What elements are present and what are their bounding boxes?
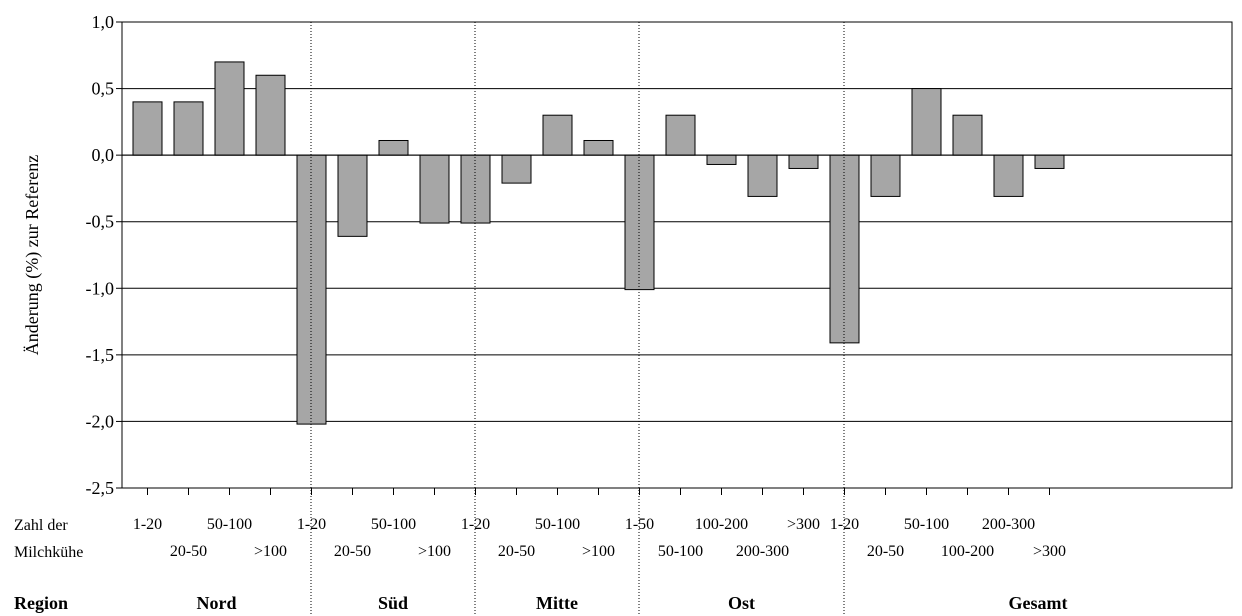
bar-nord-1 <box>132 101 163 156</box>
category-label: >300 <box>1033 543 1066 560</box>
y-tick-label: -0,5 <box>86 212 115 232</box>
bar-ost-2 <box>665 114 696 156</box>
plot-frame <box>121 21 1233 489</box>
bar-mitte-2 <box>501 154 532 184</box>
category-label: >100 <box>418 543 451 560</box>
category-label: 1-20 <box>297 516 326 533</box>
category-label: >300 <box>787 516 820 533</box>
region-label-mitte: Mitte <box>536 593 578 613</box>
bar-gesamt-4 <box>952 114 983 156</box>
bar-süd-4 <box>419 154 450 224</box>
category-label: 50-100 <box>658 543 703 560</box>
herd-size-row-label-line2: Milchkühe <box>14 544 83 561</box>
category-label: 1-20 <box>133 516 162 533</box>
bar-mitte-3 <box>542 114 573 156</box>
category-label: 1-50 <box>625 516 654 533</box>
y-axis-label: Änderung (%) zur Referenz <box>22 155 43 355</box>
category-label: 50-100 <box>371 516 416 533</box>
bar-gesamt-3 <box>911 88 942 156</box>
region-label-gesamt: Gesamt <box>1009 593 1068 613</box>
category-label: 50-100 <box>904 516 949 533</box>
y-tick-label: -2,5 <box>86 478 115 498</box>
bar-süd-3 <box>378 139 409 156</box>
category-label: 50-100 <box>535 516 580 533</box>
bar-nord-3 <box>214 61 245 156</box>
bar-gesamt-6 <box>1034 154 1065 169</box>
region-row-label: Region <box>14 593 68 613</box>
bar-mitte-4 <box>583 139 614 156</box>
y-tick-label: 0,5 <box>92 79 115 99</box>
category-label: >100 <box>582 543 615 560</box>
category-label: >100 <box>254 543 287 560</box>
category-label: 20-50 <box>867 543 904 560</box>
bar-nord-4 <box>255 74 286 156</box>
bar-ost-1 <box>624 154 655 291</box>
y-tick-label: 0,0 <box>92 145 115 165</box>
category-label: 20-50 <box>334 543 371 560</box>
category-label: 50-100 <box>207 516 252 533</box>
category-label: 200-300 <box>982 516 1035 533</box>
category-label: 1-20 <box>461 516 490 533</box>
bar-gesamt-2 <box>870 154 901 197</box>
y-tick-label: -2,0 <box>86 411 115 431</box>
category-label: 200-300 <box>736 543 789 560</box>
bar-ost-5 <box>788 154 819 169</box>
category-label: 1-20 <box>830 516 859 533</box>
y-tick-label: -1,0 <box>86 278 115 298</box>
bar-mitte-1 <box>460 154 491 224</box>
bar-ost-4 <box>747 154 778 197</box>
herd-size-row-label-line1: Zahl der <box>14 517 68 534</box>
bar-gesamt-5 <box>993 154 1024 197</box>
region-label-ost: Ost <box>728 593 755 613</box>
y-tick-label: 1,0 <box>92 12 115 32</box>
region-label-nord: Nord <box>197 593 237 613</box>
category-label: 20-50 <box>498 543 535 560</box>
bar-nord-2 <box>173 101 204 156</box>
category-label: 100-200 <box>941 543 994 560</box>
category-label: 20-50 <box>170 543 207 560</box>
y-tick-label: -1,5 <box>86 345 115 365</box>
bar-gesamt-1 <box>829 154 860 344</box>
bar-ost-3 <box>706 154 737 165</box>
category-label: 100-200 <box>695 516 748 533</box>
region-label-süd: Süd <box>378 593 408 613</box>
bar-süd-2 <box>337 154 368 237</box>
